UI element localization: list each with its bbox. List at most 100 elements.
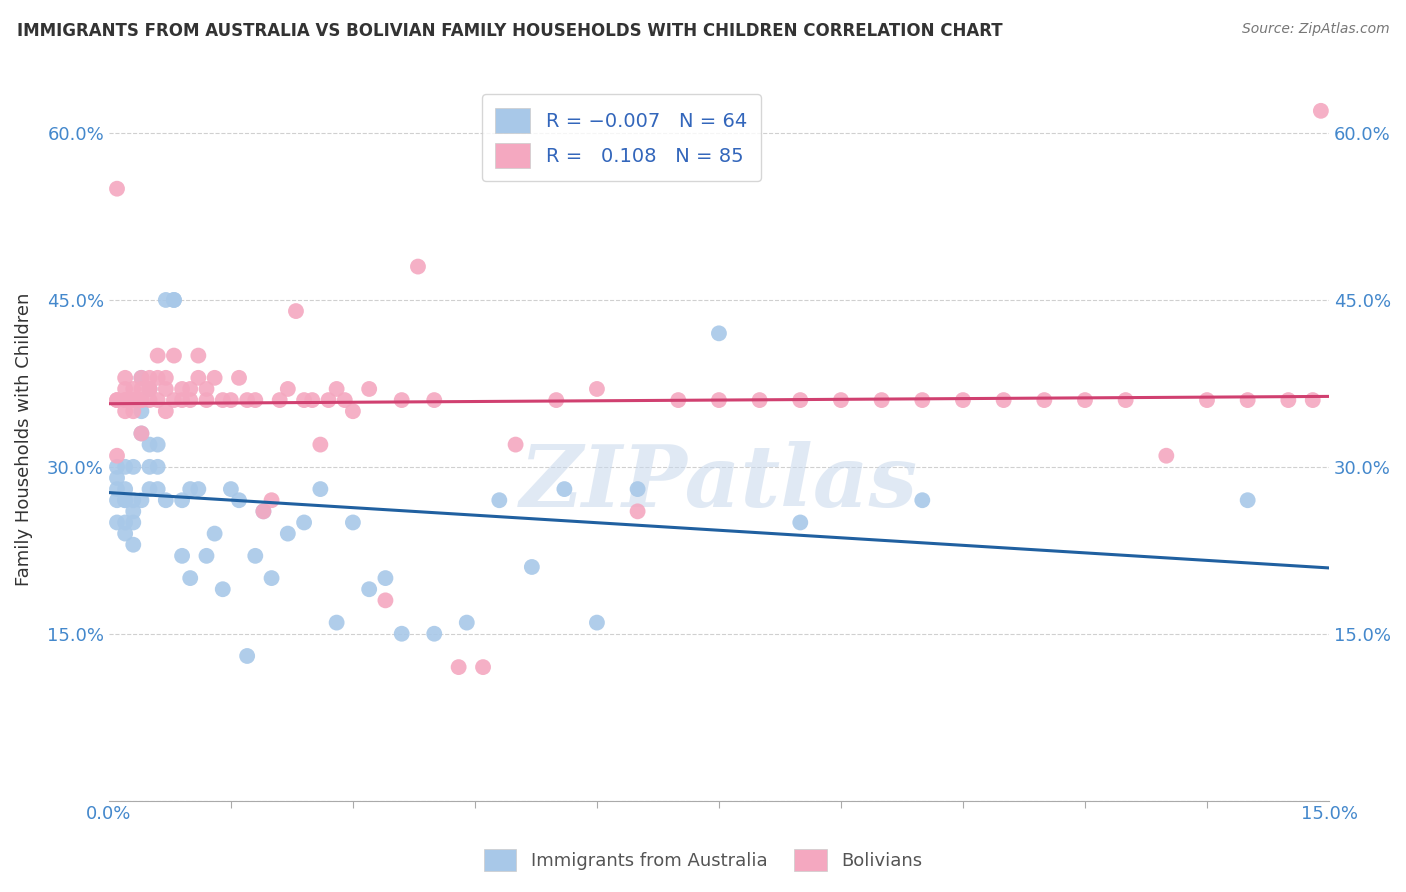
Point bbox=[114, 459, 136, 474]
Point bbox=[122, 393, 145, 408]
Point bbox=[155, 493, 177, 508]
Point bbox=[318, 393, 340, 408]
Point bbox=[146, 393, 169, 408]
Point bbox=[138, 437, 160, 451]
Point bbox=[114, 371, 136, 385]
Point bbox=[138, 382, 160, 396]
Point bbox=[204, 526, 226, 541]
Point bbox=[666, 393, 689, 408]
Point bbox=[105, 482, 128, 496]
Point bbox=[546, 393, 568, 408]
Point bbox=[131, 371, 153, 385]
Point bbox=[707, 393, 730, 408]
Point bbox=[252, 504, 274, 518]
Point bbox=[284, 304, 307, 318]
Point bbox=[131, 393, 153, 408]
Point bbox=[520, 560, 543, 574]
Point bbox=[105, 449, 128, 463]
Point bbox=[1115, 393, 1137, 408]
Point bbox=[138, 382, 160, 396]
Point bbox=[789, 516, 811, 530]
Point bbox=[236, 393, 259, 408]
Point bbox=[1156, 449, 1178, 463]
Point bbox=[219, 482, 242, 496]
Point bbox=[342, 516, 364, 530]
Point bbox=[911, 493, 934, 508]
Text: IMMIGRANTS FROM AUSTRALIA VS BOLIVIAN FAMILY HOUSEHOLDS WITH CHILDREN CORRELATIO: IMMIGRANTS FROM AUSTRALIA VS BOLIVIAN FA… bbox=[17, 22, 1002, 40]
Point bbox=[1309, 103, 1331, 118]
Point bbox=[179, 393, 201, 408]
Point bbox=[179, 382, 201, 396]
Point bbox=[131, 382, 153, 396]
Point bbox=[1074, 393, 1097, 408]
Point bbox=[292, 393, 315, 408]
Point bbox=[131, 371, 153, 385]
Point bbox=[228, 493, 250, 508]
Point bbox=[131, 404, 153, 418]
Point bbox=[114, 382, 136, 396]
Point bbox=[122, 516, 145, 530]
Text: ZIPatlas: ZIPatlas bbox=[520, 441, 918, 524]
Point bbox=[122, 538, 145, 552]
Point bbox=[707, 326, 730, 341]
Point bbox=[146, 371, 169, 385]
Point bbox=[911, 393, 934, 408]
Point bbox=[131, 426, 153, 441]
Point bbox=[187, 482, 209, 496]
Point bbox=[138, 482, 160, 496]
Point bbox=[131, 426, 153, 441]
Point bbox=[252, 504, 274, 518]
Point bbox=[204, 371, 226, 385]
Point bbox=[114, 493, 136, 508]
Point bbox=[309, 482, 332, 496]
Point bbox=[309, 437, 332, 451]
Point bbox=[391, 626, 413, 640]
Point bbox=[179, 571, 201, 585]
Point bbox=[277, 526, 299, 541]
Point bbox=[245, 549, 267, 563]
Point bbox=[586, 615, 609, 630]
Point bbox=[138, 393, 160, 408]
Point bbox=[105, 471, 128, 485]
Point bbox=[870, 393, 893, 408]
Point bbox=[172, 393, 194, 408]
Point bbox=[447, 660, 470, 674]
Point bbox=[172, 382, 194, 396]
Point bbox=[172, 493, 194, 508]
Point bbox=[993, 393, 1015, 408]
Point bbox=[179, 482, 201, 496]
Point bbox=[586, 382, 609, 396]
Point bbox=[138, 459, 160, 474]
Point bbox=[122, 459, 145, 474]
Point bbox=[553, 482, 575, 496]
Point bbox=[195, 382, 218, 396]
Point bbox=[187, 371, 209, 385]
Point bbox=[114, 393, 136, 408]
Point bbox=[391, 393, 413, 408]
Point bbox=[456, 615, 478, 630]
Point bbox=[423, 393, 446, 408]
Point bbox=[1277, 393, 1299, 408]
Point bbox=[260, 571, 283, 585]
Point bbox=[105, 182, 128, 196]
Point bbox=[138, 382, 160, 396]
Point bbox=[105, 459, 128, 474]
Point bbox=[105, 516, 128, 530]
Point bbox=[342, 404, 364, 418]
Point bbox=[163, 293, 186, 307]
Point bbox=[236, 648, 259, 663]
Point bbox=[1236, 393, 1258, 408]
Legend: Immigrants from Australia, Bolivians: Immigrants from Australia, Bolivians bbox=[477, 842, 929, 879]
Point bbox=[1236, 493, 1258, 508]
Point bbox=[114, 393, 136, 408]
Point bbox=[122, 504, 145, 518]
Point bbox=[211, 582, 233, 597]
Point bbox=[228, 371, 250, 385]
Point bbox=[105, 393, 128, 408]
Point bbox=[1302, 393, 1324, 408]
Point bbox=[155, 382, 177, 396]
Point bbox=[155, 404, 177, 418]
Point bbox=[131, 493, 153, 508]
Text: Source: ZipAtlas.com: Source: ZipAtlas.com bbox=[1241, 22, 1389, 37]
Point bbox=[626, 504, 648, 518]
